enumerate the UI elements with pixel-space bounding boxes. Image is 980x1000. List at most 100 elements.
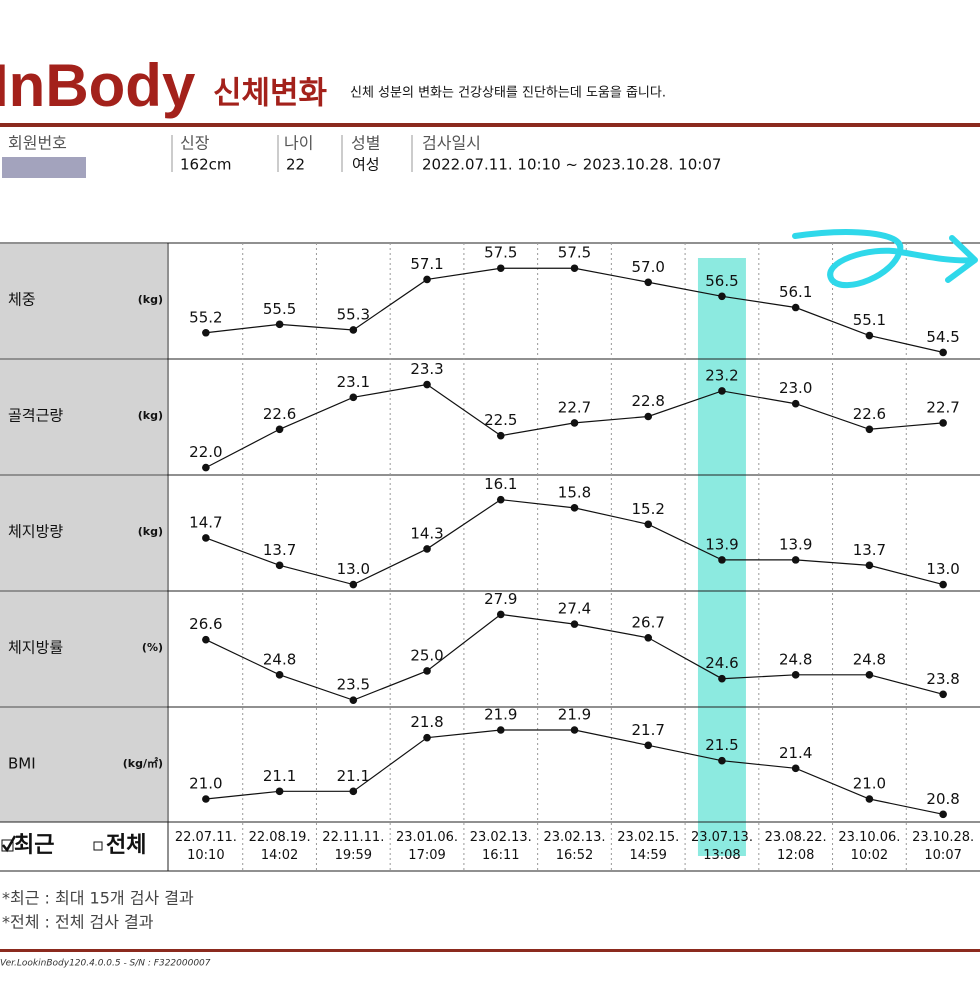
data-label: 22.8 — [632, 392, 665, 410]
data-label: 23.8 — [926, 670, 959, 688]
subtitle: 신체 성분의 변화는 건강상태를 진단하는데 도움을 줍니다. — [350, 86, 666, 101]
data-point — [644, 520, 653, 529]
data-point — [865, 671, 874, 679]
x-tick-label: 23.02.13. 16:52 — [543, 830, 605, 863]
data-label: 14.3 — [410, 524, 443, 542]
data-label: 21.1 — [263, 767, 296, 785]
check-mark — [2, 835, 17, 853]
data-point — [570, 620, 579, 628]
data-point — [718, 756, 726, 765]
data-point — [865, 425, 874, 434]
data-label: 21.4 — [779, 744, 812, 762]
data-label: 23.3 — [410, 360, 443, 378]
filter-label[interactable]: 전체 — [106, 833, 146, 858]
data-point — [718, 556, 726, 564]
data-point — [718, 292, 726, 301]
logo: InBody — [0, 52, 196, 119]
data-label: 22.7 — [926, 398, 959, 416]
data-label: 13.0 — [926, 560, 959, 578]
x-tick-label: 22.11.11. 19:59 — [322, 830, 384, 863]
data-label: 55.2 — [189, 308, 222, 326]
data-label: 13.9 — [705, 535, 738, 553]
data-label: 23.0 — [779, 379, 812, 397]
data-point — [865, 561, 874, 570]
data-label: 14.7 — [189, 513, 222, 531]
data-point — [202, 463, 210, 472]
data-point — [791, 399, 800, 408]
data-label: 27.4 — [558, 600, 591, 618]
footer-rule — [0, 949, 980, 952]
data-label: 57.5 — [484, 244, 517, 262]
data-point — [939, 419, 947, 427]
annotation-arrow — [792, 229, 978, 289]
info-value: 162cm — [180, 156, 232, 174]
page-title: 신체변화 — [213, 76, 328, 112]
info-value: 22 — [286, 156, 305, 174]
data-label: 57.0 — [632, 258, 665, 276]
data-point — [349, 787, 358, 796]
data-point — [275, 320, 284, 329]
row-title: 체지방량 — [8, 523, 63, 541]
checkbox[interactable] — [93, 841, 103, 851]
data-label: 55.1 — [853, 311, 886, 329]
data-point — [202, 328, 210, 337]
data-point — [349, 393, 358, 402]
data-label: 56.5 — [705, 272, 738, 290]
data-label: 16.1 — [484, 475, 517, 493]
data-point — [496, 610, 505, 619]
row-title: BMI — [8, 755, 36, 773]
data-label: 13.0 — [337, 560, 370, 578]
data-point — [644, 412, 653, 421]
filter-option[interactable]: 전체 — [93, 833, 146, 858]
data-label: 21.8 — [410, 713, 443, 731]
data-label: 22.7 — [558, 398, 591, 416]
data-point — [496, 431, 505, 440]
data-point — [939, 810, 947, 819]
data-label: 57.1 — [410, 255, 443, 273]
data-point — [423, 545, 431, 553]
info-label: 성별 — [351, 134, 380, 153]
data-label: 21.0 — [189, 775, 222, 793]
row-label-cell — [0, 476, 167, 590]
data-point — [718, 674, 726, 683]
data-point — [570, 504, 579, 512]
x-tick-label: 23.10.28. 10:07 — [912, 830, 974, 863]
data-point — [349, 580, 358, 589]
data-label: 22.0 — [189, 443, 222, 461]
x-tick-label: 23.10.06. 10:02 — [838, 830, 900, 863]
x-tick-label: 23.07.13. 13:08 — [691, 830, 753, 863]
x-tick-label: 23.01.06. 17:09 — [396, 830, 458, 863]
filter-option[interactable]: 최근 — [1, 833, 54, 858]
info-value: 2022.07.11. 10:10 ~ 2023.10.28. 10:07 — [422, 156, 721, 174]
data-label: 26.7 — [632, 613, 665, 631]
version: Ver.LookinBody120.4.0.0.5 - S/N : F32200… — [0, 959, 211, 969]
data-point — [202, 534, 210, 542]
info-label: 나이 — [284, 134, 313, 153]
data-point — [275, 671, 284, 679]
data-point — [939, 690, 947, 699]
row-label-cell — [0, 360, 167, 474]
data-point — [275, 561, 284, 570]
row-title: 체중 — [8, 291, 36, 309]
data-label: 27.9 — [484, 590, 517, 608]
data-label: 24.8 — [779, 650, 812, 668]
data-label: 23.1 — [337, 373, 370, 391]
data-point — [791, 556, 800, 564]
data-point — [275, 787, 284, 796]
filter-label[interactable]: 최근 — [14, 833, 54, 858]
data-point — [423, 733, 431, 742]
data-label: 22.6 — [263, 405, 296, 423]
data-label: 55.5 — [263, 300, 296, 318]
data-point — [496, 264, 505, 273]
data-point — [496, 495, 505, 504]
data-label: 24.8 — [263, 650, 296, 668]
series-line — [205, 729, 944, 815]
data-label: 24.6 — [705, 654, 738, 672]
row-label-cell — [0, 592, 167, 706]
data-label: 23.5 — [337, 676, 370, 694]
row-unit: (%) — [142, 641, 163, 654]
data-label: 20.8 — [926, 790, 959, 808]
data-label: 56.1 — [779, 283, 812, 301]
data-point — [570, 726, 579, 734]
info-label: 신장 — [180, 134, 210, 153]
